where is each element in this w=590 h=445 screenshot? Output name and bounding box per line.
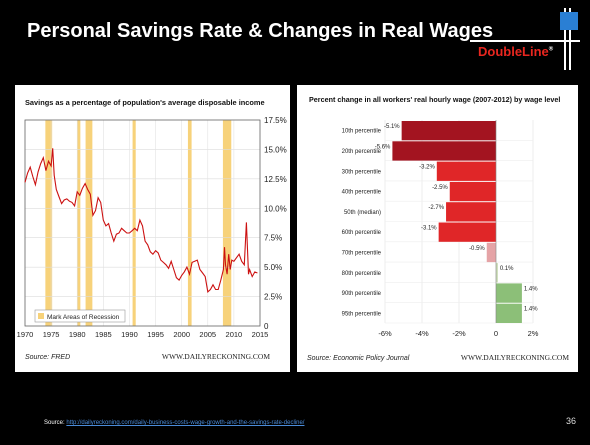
x-tick-label: 2015 (252, 330, 269, 339)
value-label: -3.1% (421, 226, 437, 232)
doubleline-logo: DoubleLine® (470, 8, 588, 78)
x-tick-label: -6% (378, 329, 392, 338)
y-tick-label: 2.5% (264, 293, 282, 302)
wage-bar (446, 202, 496, 222)
y-tick-label: 7.5% (264, 234, 282, 243)
category-label: 60th percentile (342, 230, 382, 236)
recession-band-4 (132, 120, 136, 326)
value-label: -0.5% (469, 246, 485, 252)
value-label: -2.5% (432, 185, 448, 191)
wage-bar (496, 283, 522, 303)
logo-blue-square (560, 12, 578, 30)
wages-chart-panel: Percent change in all workers' real hour… (297, 85, 578, 372)
recession-band-6 (222, 120, 232, 326)
source-label: Source: (44, 420, 67, 426)
value-label: 1.4% (524, 286, 538, 292)
category-label: 80th percentile (342, 271, 382, 277)
value-label: 0.1% (500, 266, 514, 272)
value-label: -3.2% (419, 165, 435, 171)
chart-source: Source: Economic Policy Journal (307, 355, 410, 362)
legend-swatch (38, 313, 44, 319)
wage-bar (496, 303, 522, 323)
chart-title: Savings as a percentage of population's … (25, 98, 265, 107)
x-tick-label: 1990 (121, 330, 138, 339)
chart-source: Source: FRED (25, 354, 70, 361)
category-label: 40th percentile (342, 190, 382, 196)
chart-watermark: WWW.DAILYRECKONING.COM (461, 353, 569, 362)
wage-bar (392, 141, 496, 161)
logo-vertical-line-1 (564, 8, 566, 70)
x-tick-label: 0 (494, 329, 498, 338)
category-label: 20th percentile (342, 149, 382, 155)
x-tick-label: 1975 (43, 330, 60, 339)
wage-bar (438, 222, 496, 242)
category-label: 50th (median) (344, 210, 381, 216)
source-line: Source: http://dailyreckoning.com/daily-… (44, 420, 304, 426)
y-tick-label: 15.0% (264, 145, 287, 154)
savings-chart: Savings as a percentage of population's … (17, 98, 287, 361)
value-label: 1.4% (524, 307, 538, 313)
y-tick-label: 0 (264, 322, 269, 331)
legend-label: Mark Areas of Recession (47, 314, 120, 321)
y-tick-label: 17.5% (264, 116, 287, 125)
logo-vertical-line-2 (569, 8, 571, 70)
x-tick-label: 2% (528, 329, 539, 338)
savings-chart-panel: Savings as a percentage of population's … (15, 85, 290, 372)
category-label: 30th percentile (342, 169, 382, 175)
chart-title: Percent change in all workers' real hour… (309, 95, 560, 104)
x-tick-label: 1970 (17, 330, 34, 339)
recession-band-5 (187, 120, 192, 326)
savings-series-line (24, 148, 258, 293)
wage-bar (401, 121, 496, 141)
x-tick-label: 1980 (69, 330, 86, 339)
source-link[interactable]: http://dailyreckoning.com/daily-business… (66, 420, 305, 426)
y-tick-label: 10.0% (264, 204, 287, 213)
wage-bar (496, 263, 498, 283)
category-label: 95th percentile (342, 311, 382, 317)
plot-frame (24, 119, 261, 327)
x-tick-label: 1985 (95, 330, 112, 339)
legend-box (34, 309, 126, 323)
x-tick-label: 1995 (147, 330, 164, 339)
category-label: 10th percentile (342, 129, 382, 135)
y-tick-label: 12.5% (264, 175, 287, 184)
value-label: -5.6% (375, 144, 391, 150)
recession-band-1 (45, 120, 53, 326)
logo-brand-text: DoubleLine® (478, 44, 554, 59)
slide-title: Personal Savings Rate & Changes in Real … (27, 20, 494, 42)
category-label: 70th percentile (342, 250, 382, 256)
wages-chart: Percent change in all workers' real hour… (307, 95, 569, 362)
wage-bar (486, 242, 496, 263)
x-tick-label: -4% (415, 329, 429, 338)
x-tick-label: -2% (452, 329, 466, 338)
wage-bar (436, 161, 496, 181)
x-tick-label: 2000 (173, 330, 190, 339)
value-label: -2.7% (428, 205, 444, 211)
chart-watermark: WWW.DAILYRECKONING.COM (162, 352, 270, 361)
wage-bar (449, 181, 496, 202)
page-number: 36 (566, 416, 577, 426)
recession-band-2 (77, 120, 81, 326)
x-tick-label: 2005 (199, 330, 216, 339)
y-tick-label: 5.0% (264, 263, 282, 272)
logo-horizontal-line (470, 40, 580, 42)
x-tick-label: 2010 (226, 330, 243, 339)
value-label: -5.1% (384, 124, 400, 130)
category-label: 90th percentile (342, 291, 382, 297)
recession-band-3 (85, 120, 93, 326)
